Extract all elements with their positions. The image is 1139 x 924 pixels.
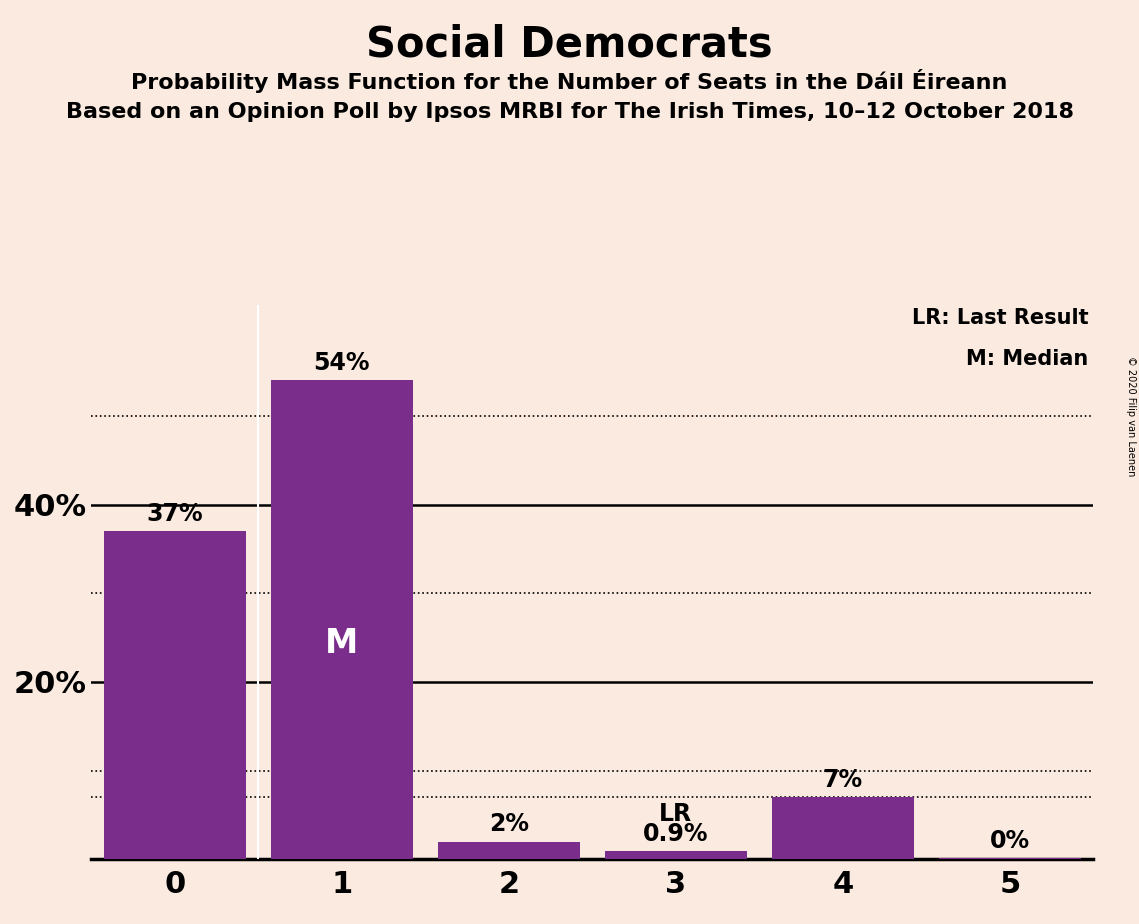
Bar — [437, 842, 580, 859]
Text: 54%: 54% — [313, 351, 370, 375]
Text: LR: LR — [659, 803, 693, 826]
Text: 0.9%: 0.9% — [644, 822, 708, 846]
Text: 2%: 2% — [489, 812, 528, 836]
Text: © 2020 Filip van Laenen: © 2020 Filip van Laenen — [1126, 356, 1136, 476]
Text: M: Median: M: Median — [966, 349, 1089, 370]
Text: M: M — [325, 627, 359, 661]
Text: Social Democrats: Social Democrats — [366, 23, 773, 65]
Text: 37%: 37% — [146, 502, 203, 526]
Bar — [104, 531, 246, 859]
Bar — [605, 851, 747, 859]
Text: 0%: 0% — [990, 829, 1030, 853]
Text: Based on an Opinion Poll by Ipsos MRBI for The Irish Times, 10–12 October 2018: Based on an Opinion Poll by Ipsos MRBI f… — [66, 102, 1073, 122]
Text: Probability Mass Function for the Number of Seats in the Dáil Éireann: Probability Mass Function for the Number… — [131, 69, 1008, 93]
Text: LR: Last Result: LR: Last Result — [912, 308, 1089, 328]
Bar — [772, 797, 913, 859]
Text: 7%: 7% — [822, 768, 863, 792]
Bar — [271, 381, 412, 859]
